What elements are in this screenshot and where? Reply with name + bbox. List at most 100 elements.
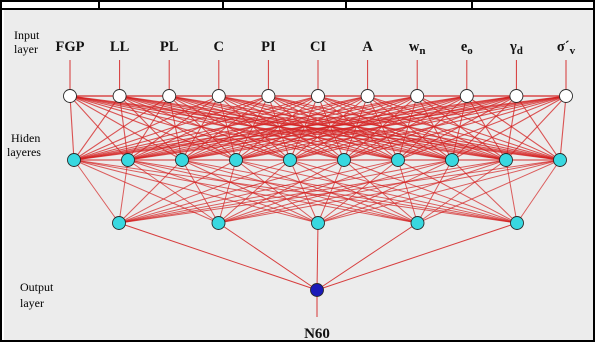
connection-input-hidden1 bbox=[397, 95, 567, 161]
connection-input-hidden1 bbox=[235, 95, 319, 161]
input-variable-label: PL bbox=[160, 39, 179, 55]
table-border-top bbox=[2, 2, 593, 10]
connection-input-hidden1 bbox=[267, 95, 291, 161]
input-variable-label: CI bbox=[310, 39, 326, 55]
connection-input-hidden1 bbox=[73, 95, 517, 161]
connection-input-hidden1 bbox=[169, 95, 399, 161]
connection-input-hidden1 bbox=[416, 95, 507, 161]
hidden-layer-label: Hiden layeres bbox=[7, 131, 43, 159]
connection-input-hidden1 bbox=[73, 95, 121, 161]
input-variable-label: FGP bbox=[56, 39, 85, 55]
connection-input-hidden1 bbox=[505, 95, 567, 161]
connection-input-hidden1 bbox=[451, 95, 517, 161]
connection-hidden1-hidden2 bbox=[218, 159, 237, 224]
connection-hidden1-hidden2 bbox=[118, 159, 507, 224]
connection-hidden1-hidden2 bbox=[317, 159, 345, 224]
connection-hidden1-hidden2 bbox=[289, 159, 418, 224]
connection-input-hidden1 bbox=[169, 95, 507, 161]
connection-hidden1-hidden2 bbox=[417, 159, 561, 224]
connection-input-hidden1 bbox=[168, 95, 237, 161]
connection-input-hidden1 bbox=[317, 95, 453, 161]
connection-input-hidden1 bbox=[343, 95, 567, 161]
connection-input-hidden1 bbox=[367, 95, 507, 161]
connection-hidden1-hidden2 bbox=[235, 159, 418, 224]
connection-hidden1-hidden2 bbox=[218, 159, 507, 224]
connection-input-hidden1 bbox=[181, 95, 269, 161]
connection-input-hidden1 bbox=[218, 95, 237, 161]
connection-input-hidden1 bbox=[119, 95, 183, 161]
connection-hidden1-hidden2 bbox=[235, 159, 518, 224]
connection-hidden1-hidden2 bbox=[397, 159, 518, 224]
connection-input-hidden1 bbox=[451, 95, 468, 161]
connection-input-hidden1 bbox=[235, 95, 368, 161]
connection-hidden2-output bbox=[316, 222, 418, 291]
hidden1-node bbox=[67, 153, 81, 167]
connection-input-hidden1 bbox=[218, 95, 345, 161]
hidden2-node bbox=[112, 216, 126, 230]
connection-hidden2-output bbox=[218, 222, 318, 291]
connection-hidden1-hidden2 bbox=[118, 159, 237, 224]
connection-input-hidden1 bbox=[69, 95, 129, 161]
connection-hidden1-hidden2 bbox=[118, 159, 183, 224]
connection-input-hidden1 bbox=[127, 95, 567, 161]
hidden1-node bbox=[445, 153, 459, 167]
connection-input-hidden1 bbox=[73, 95, 368, 161]
connection-input-hidden1 bbox=[168, 95, 291, 161]
hidden1-node bbox=[283, 153, 297, 167]
input-node bbox=[311, 89, 325, 103]
connection-hidden1-hidden2 bbox=[118, 159, 399, 224]
connection-hidden1-hidden2 bbox=[218, 159, 399, 224]
connection-input-hidden1 bbox=[218, 95, 507, 161]
connection-hidden1-hidden2 bbox=[181, 159, 219, 224]
connection-input-hidden1 bbox=[73, 95, 170, 161]
nodes bbox=[63, 89, 573, 297]
hidden1-node bbox=[553, 153, 567, 167]
input-variable-label: σ´v bbox=[557, 39, 576, 57]
connection-input-hidden1 bbox=[289, 95, 319, 161]
connection-input-hidden1 bbox=[181, 95, 567, 161]
connection-hidden1-hidden2 bbox=[417, 159, 507, 224]
connection-hidden1-hidden2 bbox=[127, 159, 418, 224]
connection-input-hidden1 bbox=[218, 95, 453, 161]
input-node bbox=[559, 89, 573, 103]
connection-input-hidden1 bbox=[73, 95, 269, 161]
connection-input-hidden1 bbox=[73, 95, 567, 161]
connection-input-hidden1 bbox=[235, 95, 269, 161]
diagram-background bbox=[4, 10, 593, 340]
connection-input-hidden1 bbox=[127, 95, 170, 161]
input-variable-label: PI bbox=[261, 39, 276, 55]
connection-hidden1-hidden2 bbox=[127, 159, 518, 224]
connection-input-hidden1 bbox=[451, 95, 567, 161]
connection-hidden1-hidden2 bbox=[516, 159, 561, 224]
hidden2-node bbox=[510, 216, 524, 230]
connection-input-hidden1 bbox=[343, 95, 418, 161]
connection-input-hidden1 bbox=[416, 95, 453, 161]
connection-input-hidden1 bbox=[289, 95, 567, 161]
connection-hidden1-hidden2 bbox=[451, 159, 518, 224]
connection-input-hidden1 bbox=[559, 95, 567, 161]
connection-input-hidden1 bbox=[69, 95, 399, 161]
input-node bbox=[112, 89, 127, 103]
input-variable-label: wn bbox=[409, 39, 426, 57]
connection-hidden1-hidden2 bbox=[118, 159, 561, 224]
connection-hidden1-hidden2 bbox=[218, 159, 453, 224]
connection-input-hidden1 bbox=[119, 95, 453, 161]
connection-hidden2-output bbox=[316, 222, 319, 291]
connection-hidden1-hidden2 bbox=[289, 159, 319, 224]
connection-hidden1-hidden2 bbox=[235, 159, 319, 224]
connection-hidden1-hidden2 bbox=[73, 159, 518, 224]
connection-input-hidden1 bbox=[69, 95, 75, 161]
connection-hidden1-hidden2 bbox=[397, 159, 418, 224]
connection-hidden1-hidden2 bbox=[181, 159, 518, 224]
connection-input-hidden1 bbox=[69, 95, 291, 161]
output-node bbox=[310, 283, 324, 297]
connection-input-hidden1 bbox=[343, 95, 369, 161]
connection-input-hidden1 bbox=[119, 95, 237, 161]
connection-hidden1-hidden2 bbox=[127, 159, 219, 224]
output-name: N60 bbox=[304, 326, 330, 342]
connection-hidden1-hidden2 bbox=[343, 159, 418, 224]
output-layer-label: Output layer bbox=[20, 280, 56, 310]
connection-input-hidden1 bbox=[119, 95, 129, 161]
connection-input-hidden1 bbox=[69, 95, 237, 161]
connection-hidden1-hidden2 bbox=[218, 159, 291, 224]
